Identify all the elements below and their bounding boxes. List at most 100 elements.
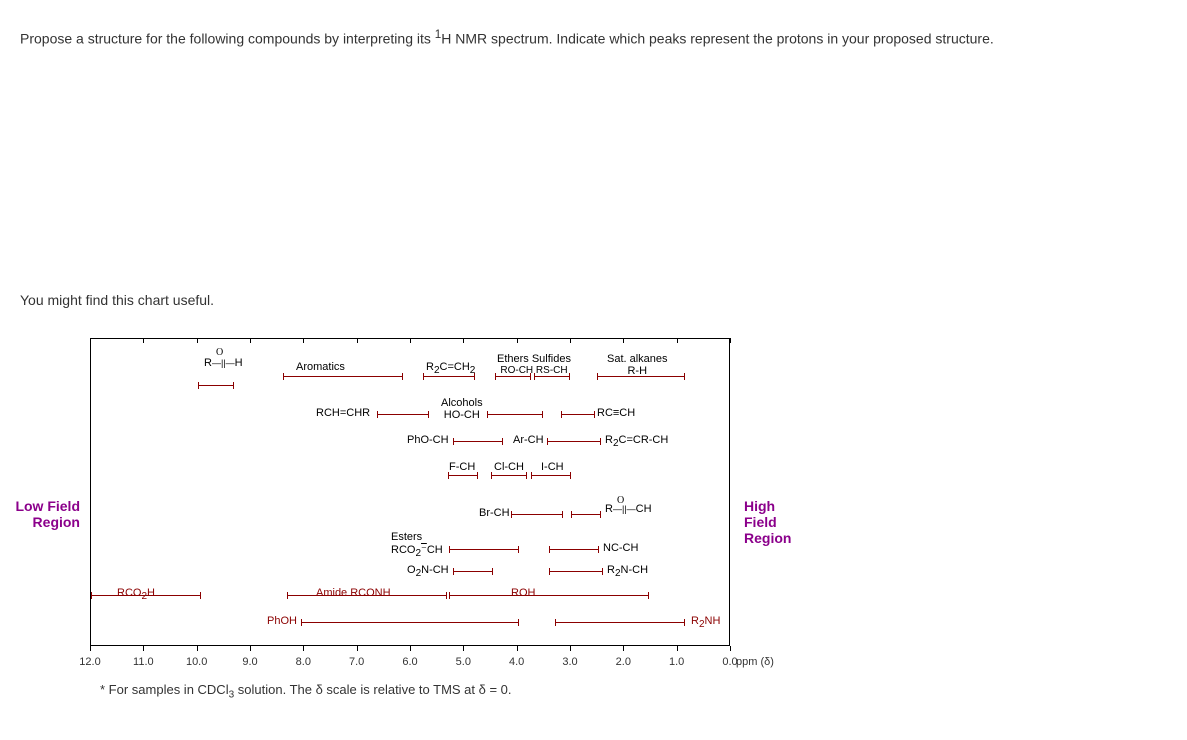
axis-tick-label: 3.0 — [562, 656, 577, 668]
br-ch-bar — [511, 514, 563, 515]
phoh-label: PhOH — [267, 615, 297, 627]
axis-tick — [623, 646, 624, 651]
hint-text: You might find this chart useful. — [20, 292, 214, 308]
top-tick — [410, 338, 411, 343]
aromatics-bar — [283, 376, 403, 377]
i-ch-label: I-CH — [541, 461, 564, 473]
high-field-label: High Field Region — [744, 498, 792, 546]
top-tick — [90, 338, 91, 343]
axis-tick-label: 2.0 — [616, 656, 631, 668]
top-tick — [197, 338, 198, 343]
axis-tick — [250, 646, 251, 651]
top-tick — [303, 338, 304, 343]
question-text: Propose a structure for the following co… — [20, 28, 994, 47]
high-field-line1: High Field — [744, 498, 792, 530]
ethers-bar1 — [495, 376, 531, 377]
alcohols-line2: HO-CH — [441, 409, 483, 421]
top-tick — [463, 338, 464, 343]
nc-ch-bar — [549, 549, 599, 550]
rco2h-bar — [91, 595, 201, 596]
allyl-label: R2C=CR-CH — [605, 434, 668, 449]
o2n-ch-bar — [453, 571, 493, 572]
top-tick — [730, 338, 731, 343]
footnote-suffix: solution. The δ scale is relative to TMS… — [234, 682, 511, 697]
vinyl-bar — [423, 376, 475, 377]
alkyne-label: RC≡CH — [597, 407, 635, 419]
low-field-line1: Low Field — [10, 498, 80, 514]
aromatics-label: Aromatics — [296, 361, 345, 373]
esters-label: Esters RCO2⁻CH — [391, 531, 443, 559]
i-ch-bar — [531, 475, 571, 476]
ar-ch-bar — [547, 441, 601, 442]
axis-tick-label: 5.0 — [456, 656, 471, 668]
ketone-bar — [571, 514, 601, 515]
axis-tick-label: 4.0 — [509, 656, 524, 668]
axis-tick — [303, 646, 304, 651]
axis-tick — [677, 646, 678, 651]
axis-tick — [410, 646, 411, 651]
amide-bar — [287, 595, 447, 596]
axis-tick-label: 7.0 — [349, 656, 364, 668]
axis-tick — [197, 646, 198, 651]
axis-tick — [90, 646, 91, 651]
br-ch-label: Br-CH — [479, 507, 510, 519]
amide-label: Amide RCONH — [316, 587, 391, 599]
top-tick — [677, 338, 678, 343]
alcohols-bar — [487, 414, 543, 415]
axis-tick-label: 11.0 — [133, 656, 154, 668]
cl-ch-bar — [491, 475, 527, 476]
aldehyde-r: R—||—H — [204, 357, 243, 369]
sat-line1: Sat. alkanes — [607, 353, 668, 365]
chart-footnote: * For samples in CDCl3 solution. The δ s… — [100, 682, 512, 701]
sat-bar — [597, 376, 685, 377]
top-tick — [570, 338, 571, 343]
top-tick — [143, 338, 144, 343]
pho-ch-bar — [453, 441, 503, 442]
axis-tick — [570, 646, 571, 651]
axis-tick-label: 12.0 — [79, 656, 100, 668]
top-tick — [357, 338, 358, 343]
r2n-ch-label: R2N-CH — [607, 564, 648, 579]
top-tick — [250, 338, 251, 343]
ketone-group: O R—||—CH — [605, 497, 612, 508]
question-prefix: Propose a structure for the following co… — [20, 31, 435, 47]
question-suffix: H NMR spectrum. Indicate which peaks rep… — [441, 31, 993, 47]
esters-line1: Esters — [391, 531, 443, 543]
cl-ch-label: Cl-CH — [494, 461, 524, 473]
axis-unit: ppm (δ) — [736, 656, 774, 668]
ar-ch-label: Ar-CH — [513, 434, 544, 446]
axis-tick-label: 9.0 — [242, 656, 257, 668]
chart-box: O R—||—H Aromatics R2C=CH2 Ethers Sulfid… — [90, 338, 730, 646]
r2n-ch-bar — [549, 571, 603, 572]
top-tick — [623, 338, 624, 343]
esters-line2: RCO2⁻CH — [391, 543, 443, 559]
o2n-ch-label: O2N-CH — [407, 564, 449, 579]
roh-label: ROH — [511, 587, 535, 599]
axis-tick-label: 1.0 — [669, 656, 684, 668]
axis-tick — [517, 646, 518, 651]
axis-tick — [730, 646, 731, 651]
aldehyde-group: O R—||—H — [204, 357, 211, 368]
nmr-chart-container: O R—||—H Aromatics R2C=CH2 Ethers Sulfid… — [90, 338, 792, 706]
low-field-line2: Region — [10, 514, 80, 530]
alcohols-label: Alcohols HO-CH — [441, 397, 483, 421]
esters-bar — [449, 549, 519, 550]
axis-tick — [357, 646, 358, 651]
ethers-line1: Ethers Sulfides — [497, 353, 571, 365]
high-field-line2: Region — [744, 530, 792, 546]
alcohols-line1: Alcohols — [441, 397, 483, 409]
alkyne-bar — [561, 414, 595, 415]
axis-tick-label: 6.0 — [402, 656, 417, 668]
phoh-bar — [301, 622, 519, 623]
rch-chr-bar — [377, 414, 429, 415]
f-ch-bar — [448, 475, 478, 476]
roh-bar — [449, 595, 649, 596]
axis-tick-label: 8.0 — [296, 656, 311, 668]
top-tick — [517, 338, 518, 343]
pho-ch-label: PhO-CH — [407, 434, 449, 446]
sat-alkanes-label: Sat. alkanes R-H — [607, 353, 668, 377]
f-ch-label: F-CH — [449, 461, 475, 473]
ethers-bar2 — [534, 376, 570, 377]
axis-tick — [463, 646, 464, 651]
footnote-prefix: * For samples in CDCl — [100, 682, 229, 697]
